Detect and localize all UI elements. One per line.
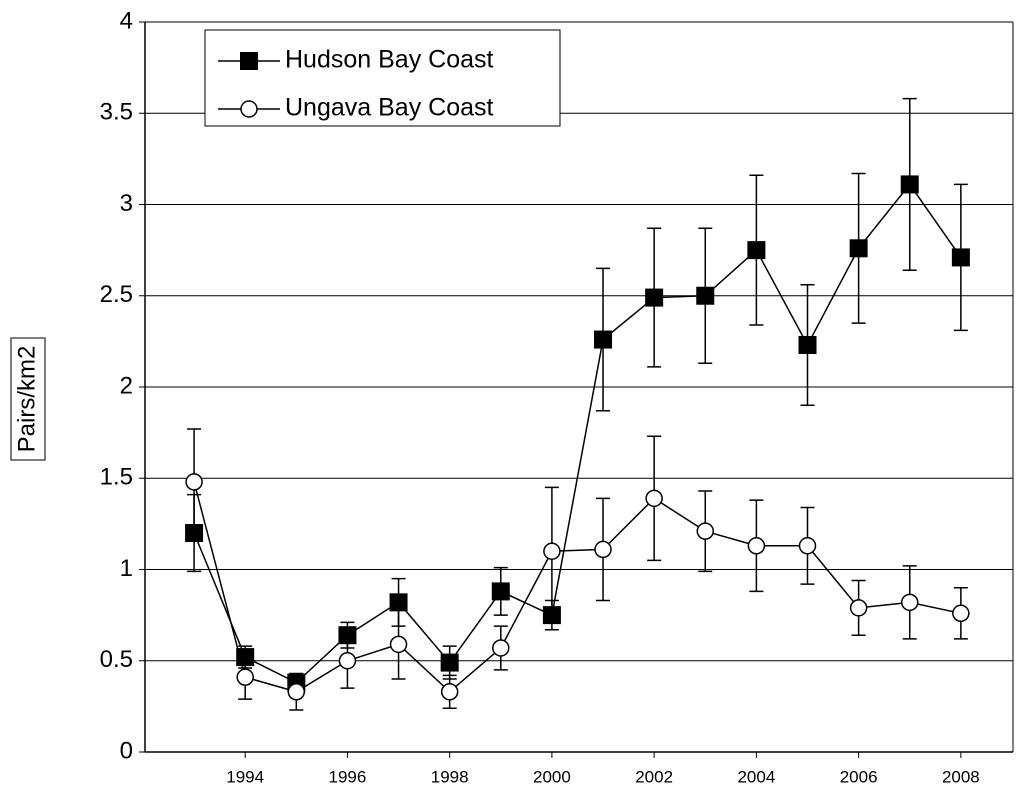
legend-label: Hudson Bay Coast (285, 46, 494, 74)
data-point (951, 248, 970, 267)
y-tick-label: 1.5 (100, 464, 133, 491)
series-line (193, 183, 962, 684)
data-point (849, 599, 868, 617)
x-tick-label: 2008 (942, 767, 980, 786)
x-tick-label: 1996 (329, 767, 367, 786)
series-line (193, 481, 962, 693)
y-tick-label: 3 (120, 190, 133, 217)
data-point (389, 593, 408, 612)
y-tick-label: 0.5 (100, 646, 133, 673)
data-point (594, 540, 612, 559)
data-point (747, 241, 766, 260)
data-point (696, 522, 715, 540)
y-tick-label: 2 (120, 372, 133, 399)
data-point (338, 652, 357, 670)
y-tick-label: 3.5 (100, 99, 133, 126)
y-tick-label: 0 (120, 737, 133, 764)
y-axis-label: Pairs/km2 (13, 346, 40, 453)
data-point (594, 330, 613, 349)
data-point (236, 668, 254, 686)
data-point (798, 336, 817, 355)
data-point (747, 537, 766, 555)
data-point (185, 473, 203, 491)
data-point (543, 542, 561, 560)
data-point (287, 683, 306, 701)
y-tick-label: 1 (120, 555, 133, 582)
data-point (798, 537, 817, 555)
x-tick-label: 1998 (431, 767, 469, 786)
legend-label: Ungava Bay Coast (285, 94, 494, 122)
legend-marker (240, 52, 258, 70)
data-point (492, 639, 510, 657)
data-point (645, 489, 663, 508)
x-tick-label: 2006 (840, 767, 878, 786)
data-point (440, 683, 459, 701)
x-tick-label: 1994 (226, 767, 264, 786)
data-point (491, 582, 510, 601)
data-point (900, 175, 919, 194)
data-point (645, 288, 664, 307)
data-point (952, 604, 970, 623)
data-point (849, 239, 868, 258)
x-tick-label: 2002 (635, 767, 673, 786)
data-point (440, 653, 459, 672)
y-tick-label: 2.5 (100, 281, 133, 308)
legend-marker (240, 100, 258, 118)
y-tick-label: 4 (120, 7, 133, 34)
data-point (900, 593, 919, 612)
x-tick-label: 2000 (533, 767, 571, 786)
data-point (696, 286, 715, 305)
x-tick-label: 2004 (737, 767, 775, 786)
data-point (389, 635, 408, 654)
y-label-box (10, 337, 46, 461)
legend-box (204, 29, 561, 127)
